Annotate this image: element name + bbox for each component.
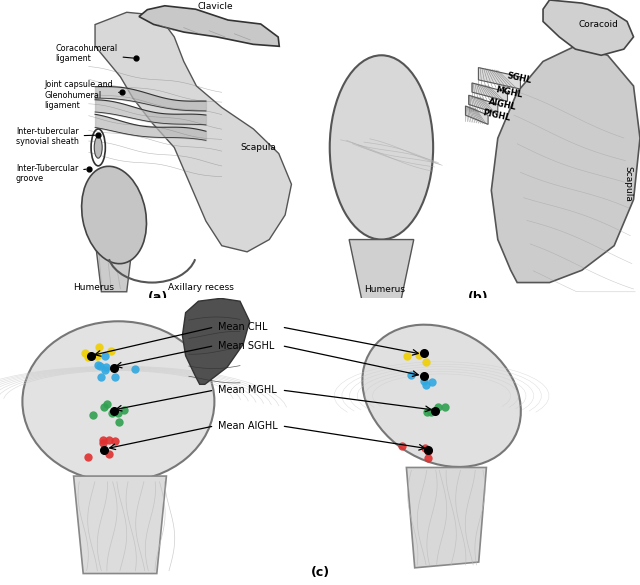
Ellipse shape [22,321,214,482]
Text: Scapula: Scapula [623,166,632,202]
Polygon shape [465,106,488,125]
Polygon shape [95,240,133,292]
Text: Coracoid: Coracoid [578,20,618,29]
Text: Mean SGHL: Mean SGHL [218,340,274,350]
Polygon shape [95,12,291,252]
Text: Joint capsule and
Glenohumeral
ligament: Joint capsule and Glenohumeral ligament [44,80,119,110]
Text: Scapula: Scapula [241,143,276,152]
Text: (c): (c) [310,566,330,579]
Text: (b): (b) [468,291,489,304]
Text: AIGHL: AIGHL [488,97,518,112]
FancyBboxPatch shape [0,0,317,307]
Text: MGHL: MGHL [495,85,524,99]
Text: Mean AIGHL: Mean AIGHL [218,421,277,431]
Polygon shape [139,6,279,46]
Text: Mean CHL: Mean CHL [218,322,267,332]
Text: SGHL: SGHL [506,71,532,85]
Text: Humerus: Humerus [364,285,405,294]
Ellipse shape [82,166,147,264]
Polygon shape [406,467,486,568]
Text: Mean MGHL: Mean MGHL [218,385,276,395]
Polygon shape [479,68,520,89]
Text: Humerus: Humerus [73,283,114,291]
Polygon shape [468,95,498,113]
Polygon shape [182,298,250,384]
Ellipse shape [330,55,433,239]
FancyBboxPatch shape [317,0,640,307]
Text: Clavicle: Clavicle [198,2,233,11]
Ellipse shape [362,325,521,467]
Polygon shape [472,83,508,101]
Text: (a): (a) [148,291,168,304]
Polygon shape [543,0,634,56]
Polygon shape [492,46,640,283]
Text: Inter-tubercular
synovial sheath: Inter-tubercular synovial sheath [16,127,95,146]
Text: Inter-Tubercular
groove: Inter-Tubercular groove [16,164,86,183]
Text: Coracohumeral
ligament: Coracohumeral ligament [56,44,134,63]
FancyBboxPatch shape [0,298,640,585]
Text: Axillary recess: Axillary recess [168,283,234,291]
Polygon shape [349,240,414,301]
Ellipse shape [94,137,102,158]
Polygon shape [74,476,166,573]
Text: PIGHL: PIGHL [481,108,511,122]
